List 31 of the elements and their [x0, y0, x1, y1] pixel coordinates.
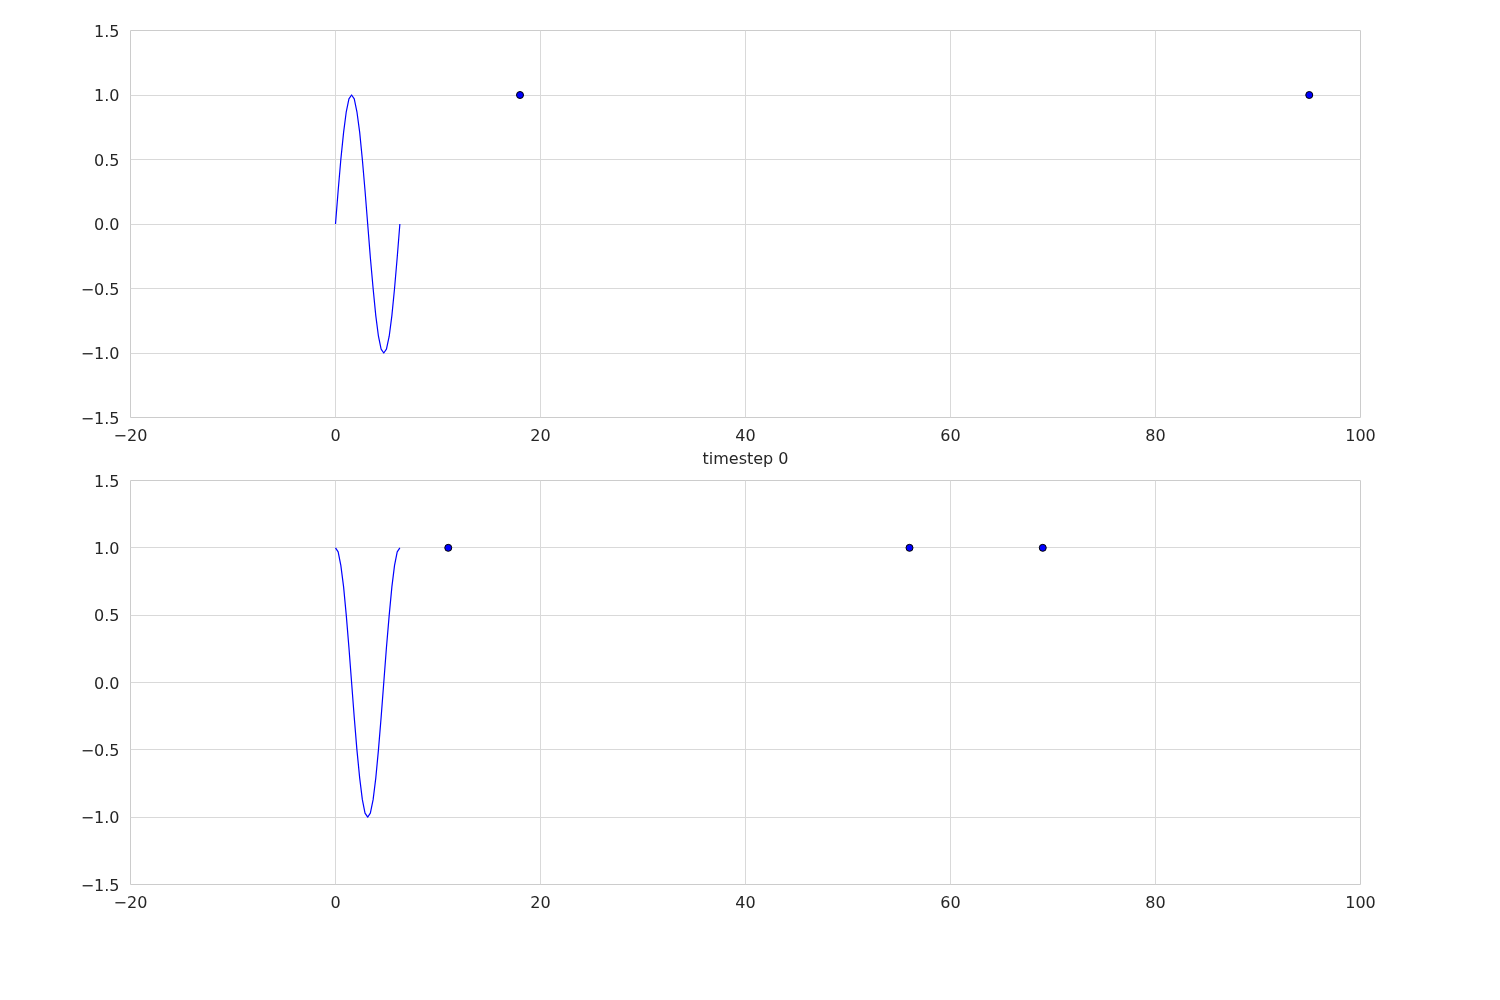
x-tick-label: 60 — [940, 425, 961, 445]
y-tick-label: −0.5 — [80, 279, 120, 299]
y-tick-label: 0.0 — [94, 215, 120, 234]
x-tick-label: 80 — [1145, 892, 1166, 912]
y-tick-label: −0.5 — [80, 740, 120, 760]
y-tick-label: 1.5 — [94, 21, 120, 41]
x-tick-label: 80 — [1145, 425, 1166, 445]
x-tick-label: −20 — [113, 425, 148, 445]
x-tick-label: −20 — [113, 892, 148, 912]
y-tick-label: 0.5 — [94, 150, 120, 170]
x-tick-label: 40 — [735, 892, 756, 912]
y-tick-label: 0.0 — [94, 673, 120, 693]
x-tick-label: 0 — [330, 892, 341, 912]
x-tick-label: 40 — [735, 425, 756, 445]
x-tick-label: 20 — [530, 425, 551, 445]
line-series — [334, 547, 401, 818]
x-tick-label: 0 — [330, 425, 341, 445]
y-tick-label: 1.5 — [94, 471, 120, 491]
y-tick-label: −1.5 — [80, 875, 120, 895]
x-tick-label: 100 — [1345, 425, 1376, 445]
y-tick-label: −1.0 — [80, 808, 120, 828]
y-tick-label: 1.0 — [94, 538, 120, 558]
x-tick-label: 20 — [530, 892, 551, 912]
y-tick-label: −1.0 — [80, 344, 120, 363]
x-tick-label: 100 — [1345, 892, 1376, 912]
y-tick-label: 1.0 — [94, 86, 120, 105]
x-tick-label: 60 — [940, 892, 961, 912]
y-tick-label: 0.5 — [94, 606, 120, 626]
line-series — [334, 94, 401, 354]
y-tick-label: −1.5 — [80, 408, 120, 428]
x-axis-title: timestep 0 — [702, 448, 789, 468]
